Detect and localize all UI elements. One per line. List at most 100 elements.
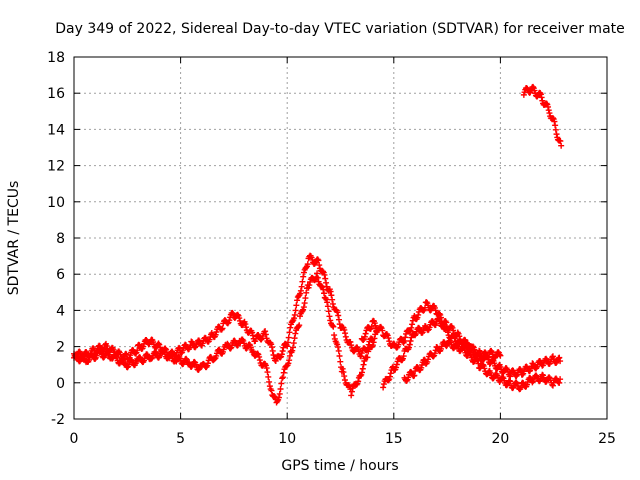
data-point	[464, 352, 471, 359]
data-point	[463, 342, 470, 349]
data-point	[400, 353, 407, 360]
data-point	[371, 335, 378, 342]
data-point	[306, 282, 313, 289]
data-point	[393, 364, 400, 371]
data-point	[409, 321, 416, 328]
data-point	[353, 381, 360, 388]
data-point	[303, 289, 310, 296]
data-point	[481, 365, 488, 372]
data-point	[236, 315, 243, 322]
data-point	[319, 268, 326, 275]
series-sat-b	[71, 270, 380, 406]
data-point	[284, 339, 291, 346]
chart-title: Day 349 of 2022, Sidereal Day-to-day VTE…	[55, 21, 625, 37]
data-point	[488, 347, 495, 354]
data-point	[530, 83, 537, 90]
y-tick-label: 18	[47, 50, 65, 66]
data-point	[230, 310, 237, 317]
data-point	[365, 348, 372, 355]
data-point	[278, 351, 285, 358]
data-point	[380, 384, 387, 391]
data-point	[262, 328, 269, 335]
data-series	[71, 83, 565, 406]
data-point	[450, 327, 457, 334]
data-point	[553, 359, 560, 366]
data-point	[543, 100, 550, 107]
data-point	[331, 332, 338, 339]
data-point	[537, 91, 544, 98]
data-point	[334, 344, 341, 351]
data-point	[546, 374, 553, 381]
y-tick-label: -2	[51, 412, 65, 428]
data-point	[291, 311, 298, 318]
data-point	[475, 350, 482, 357]
data-point	[340, 369, 347, 376]
data-point	[266, 383, 273, 390]
data-point	[406, 344, 413, 351]
data-point	[264, 369, 271, 376]
data-point	[329, 296, 336, 303]
y-axis-label: SDTVAR / TECUs	[6, 181, 22, 296]
data-point	[499, 374, 506, 381]
data-point	[386, 373, 393, 380]
data-point	[430, 353, 437, 360]
data-point	[406, 328, 413, 335]
data-point	[513, 373, 520, 380]
data-point	[132, 350, 139, 357]
data-point	[538, 94, 545, 101]
data-point	[298, 283, 305, 290]
data-point	[285, 360, 292, 367]
data-point	[300, 269, 307, 276]
data-point	[265, 373, 272, 380]
data-point	[275, 394, 282, 401]
data-point	[415, 324, 422, 331]
data-point	[303, 264, 310, 271]
data-point	[443, 319, 450, 326]
data-point	[155, 340, 162, 347]
data-point	[268, 344, 275, 351]
data-point	[92, 356, 99, 363]
data-point	[192, 344, 199, 351]
data-point	[329, 322, 336, 329]
data-point	[393, 361, 400, 368]
x-tick-label: 25	[598, 431, 616, 447]
data-point	[369, 342, 376, 349]
data-point	[278, 380, 285, 387]
data-point	[467, 351, 474, 358]
data-point	[431, 350, 438, 357]
data-point	[289, 347, 296, 354]
data-point	[325, 308, 332, 315]
data-point	[361, 333, 368, 340]
data-point	[243, 324, 250, 331]
data-point	[134, 347, 141, 354]
data-point	[557, 358, 564, 365]
data-point	[485, 354, 492, 361]
data-point	[347, 339, 354, 346]
data-point	[305, 284, 312, 291]
data-point	[475, 360, 482, 367]
data-point	[302, 295, 309, 302]
data-point	[324, 303, 331, 310]
data-point	[297, 287, 304, 294]
data-point	[411, 372, 418, 379]
data-point	[557, 376, 564, 383]
data-point	[546, 110, 553, 117]
x-tick-label: 5	[176, 431, 185, 447]
x-tick-label: 20	[491, 431, 509, 447]
data-point	[418, 362, 425, 369]
data-point	[380, 381, 387, 388]
data-point	[341, 326, 348, 333]
data-point	[316, 262, 323, 269]
data-point	[242, 321, 249, 328]
data-point	[160, 347, 167, 354]
data-point	[342, 333, 349, 340]
data-point	[296, 322, 303, 329]
data-point	[176, 345, 183, 352]
x-tick-label: 15	[385, 431, 403, 447]
data-point	[324, 299, 331, 306]
data-point	[212, 331, 219, 338]
data-point	[323, 279, 330, 286]
data-point	[287, 324, 294, 331]
data-point	[279, 374, 286, 381]
data-point	[300, 304, 307, 311]
